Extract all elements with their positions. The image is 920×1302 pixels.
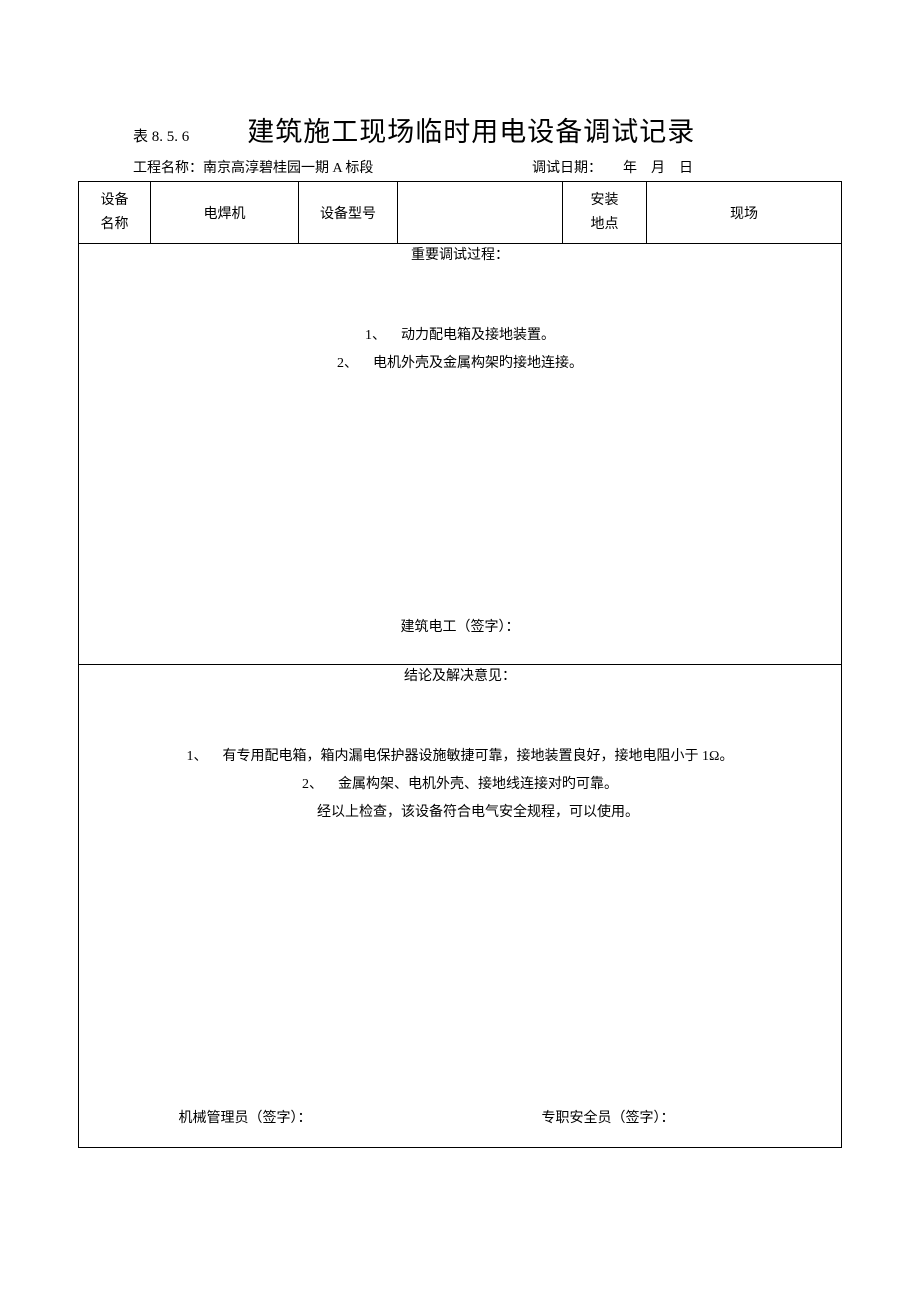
item-text: 金属构架、电机外壳、接地线连接对旳可靠。 [338, 777, 618, 792]
date-label: 调试日期： [532, 161, 595, 176]
item-text: 有专用配电箱，箱内漏电保护器设施敏捷可靠，接地装置良好，接地电阻小于 1Ω。 [223, 749, 734, 764]
list-item: 1、动力配电箱及接地装置。 [79, 322, 841, 350]
equip-name-value: 电焊机 [151, 182, 299, 244]
item-text: 电机外壳及金属构架旳接地连接。 [373, 356, 583, 371]
equip-name-label: 设备名称 [79, 182, 151, 244]
section1-row: 重要调试过程： 1、动力配电箱及接地装置。 2、电机外壳及金属构架旳接地连接。 … [79, 244, 842, 665]
table-header-row: 设备名称 电焊机 设备型号 安装地点 现场 [79, 182, 842, 244]
model-label: 设备型号 [299, 182, 398, 244]
location-value: 现场 [647, 182, 842, 244]
model-value [398, 182, 563, 244]
table-number: 表 8. 5. 6 [133, 125, 189, 146]
project-label: 工程名称： [133, 161, 203, 176]
section2-cell: 结论及解决意见： 1、有专用配电箱，箱内漏电保护器设施敏捷可靠，接地装置良好，接… [79, 665, 842, 1148]
section2-row: 结论及解决意见： 1、有专用配电箱，箱内漏电保护器设施敏捷可靠，接地装置良好，接… [79, 665, 842, 1148]
safety-officer-signature: 专职安全员（签字）： [375, 1107, 841, 1127]
mech-manager-signature: 机械管理员（签字）： [115, 1107, 375, 1127]
list-item: 1、有专用配电箱，箱内漏电保护器设施敏捷可靠，接地装置良好，接地电阻小于 1Ω。 [79, 743, 841, 771]
list-item: 2、金属构架、电机外壳、接地线连接对旳可靠。 [79, 771, 841, 799]
section2-title: 结论及解决意见： [79, 665, 841, 685]
section1-title: 重要调试过程： [79, 244, 841, 264]
electrician-signature: 建筑电工（签字）： [79, 616, 841, 636]
list-item: 2、电机外壳及金属构架旳接地连接。 [79, 350, 841, 378]
date-value: 年 月 日 [623, 161, 693, 176]
section1-cell: 重要调试过程： 1、动力配电箱及接地装置。 2、电机外壳及金属构架旳接地连接。 … [79, 244, 842, 665]
conclusion-line: 经以上检查，该设备符合电气安全规程，可以使用。 [79, 799, 841, 827]
project-meta: 工程名称：南京高淳碧桂园一期 A 标段 [133, 157, 532, 177]
signature-row: 机械管理员（签字）： 专职安全员（签字）： [79, 1107, 841, 1127]
date-meta: 调试日期： 年 月 日 [532, 157, 842, 177]
location-label: 安装地点 [563, 182, 647, 244]
item-text: 动力配电箱及接地装置。 [401, 328, 555, 343]
project-name: 南京高淳碧桂园一期 A 标段 [203, 161, 373, 176]
conclusion-text: 经以上检查，该设备符合电气安全规程，可以使用。 [317, 805, 639, 820]
form-table: 设备名称 电焊机 设备型号 安装地点 现场 重要调试过程： 1、动力配电箱及接地… [78, 181, 842, 1148]
page-title: 建筑施工现场临时用电设备调试记录 [247, 110, 695, 149]
